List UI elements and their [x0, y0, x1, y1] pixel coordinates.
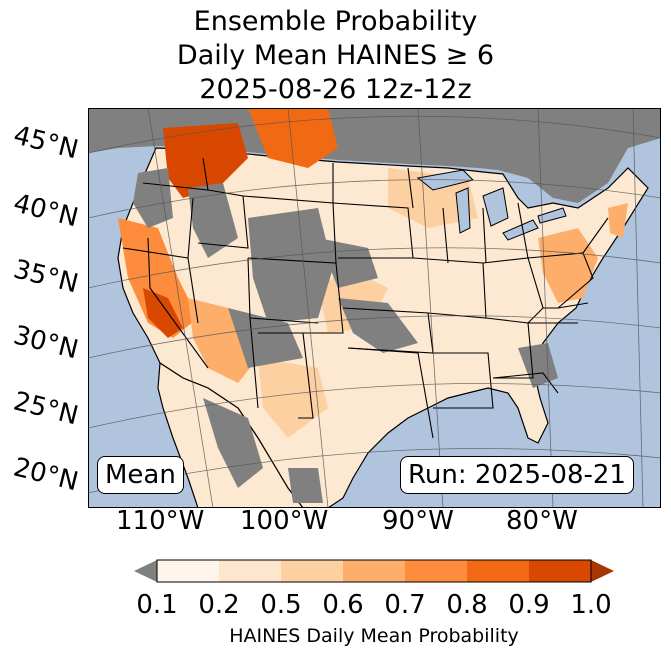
lon-label-100w: 100°W — [240, 506, 329, 536]
colorbar-label: HAINES Daily Mean Probability — [229, 625, 519, 647]
colorbar-bin-2 — [281, 560, 344, 582]
lat-label-25: 25°N — [10, 386, 82, 432]
colorbar-tick-7: 1.0 — [570, 590, 612, 620]
state-boundaries — [122, 157, 609, 439]
colorbar-under-arrow — [134, 560, 157, 582]
colorbar-tick-3: 0.6 — [322, 590, 364, 620]
run-date-box: Run: 2025-08-21 — [400, 456, 634, 494]
graticule — [88, 108, 661, 508]
lon-label-110w: 110°W — [116, 506, 205, 536]
probability-map — [88, 108, 661, 508]
colorbar-tick-0: 0.1 — [136, 590, 178, 620]
colorbar-bin-0 — [157, 560, 220, 582]
colorbar — [134, 559, 614, 583]
lat-label-35: 35°N — [10, 254, 82, 300]
colorbar-bin-3 — [343, 560, 406, 582]
lat-label-40: 40°N — [10, 188, 82, 234]
colorbar-tick-6: 0.9 — [508, 590, 550, 620]
lon-label-90w: 90°W — [382, 506, 454, 536]
probability-field — [118, 108, 628, 438]
title-line-1: Ensemble Probability — [193, 6, 478, 37]
colorbar-tick-4: 0.7 — [384, 590, 426, 620]
title-line-2: Daily Mean HAINES ≥ 6 — [176, 40, 495, 71]
low-probability-patches — [133, 108, 558, 503]
map-frame — [88, 108, 661, 508]
colorbar-frame — [156, 559, 592, 583]
colorbar-tick-2: 0.5 — [260, 590, 302, 620]
stat-label-box: Mean — [97, 456, 184, 494]
lat-label-20: 20°N — [10, 452, 82, 498]
colorbar-bin-1 — [219, 560, 282, 582]
colorbar-bin-6 — [529, 560, 592, 582]
colorbar-bin-5 — [467, 560, 530, 582]
colorbar-over-arrow — [591, 560, 614, 582]
lat-label-30: 30°N — [10, 320, 82, 366]
title-line-3: 2025-08-26 12z-12z — [199, 74, 472, 105]
lon-label-80w: 80°W — [506, 506, 578, 536]
colorbar-tick-1: 0.2 — [198, 590, 240, 620]
lat-label-45: 45°N — [10, 120, 82, 166]
colorbar-bin-4 — [405, 560, 468, 582]
colorbar-tick-5: 0.8 — [446, 590, 488, 620]
